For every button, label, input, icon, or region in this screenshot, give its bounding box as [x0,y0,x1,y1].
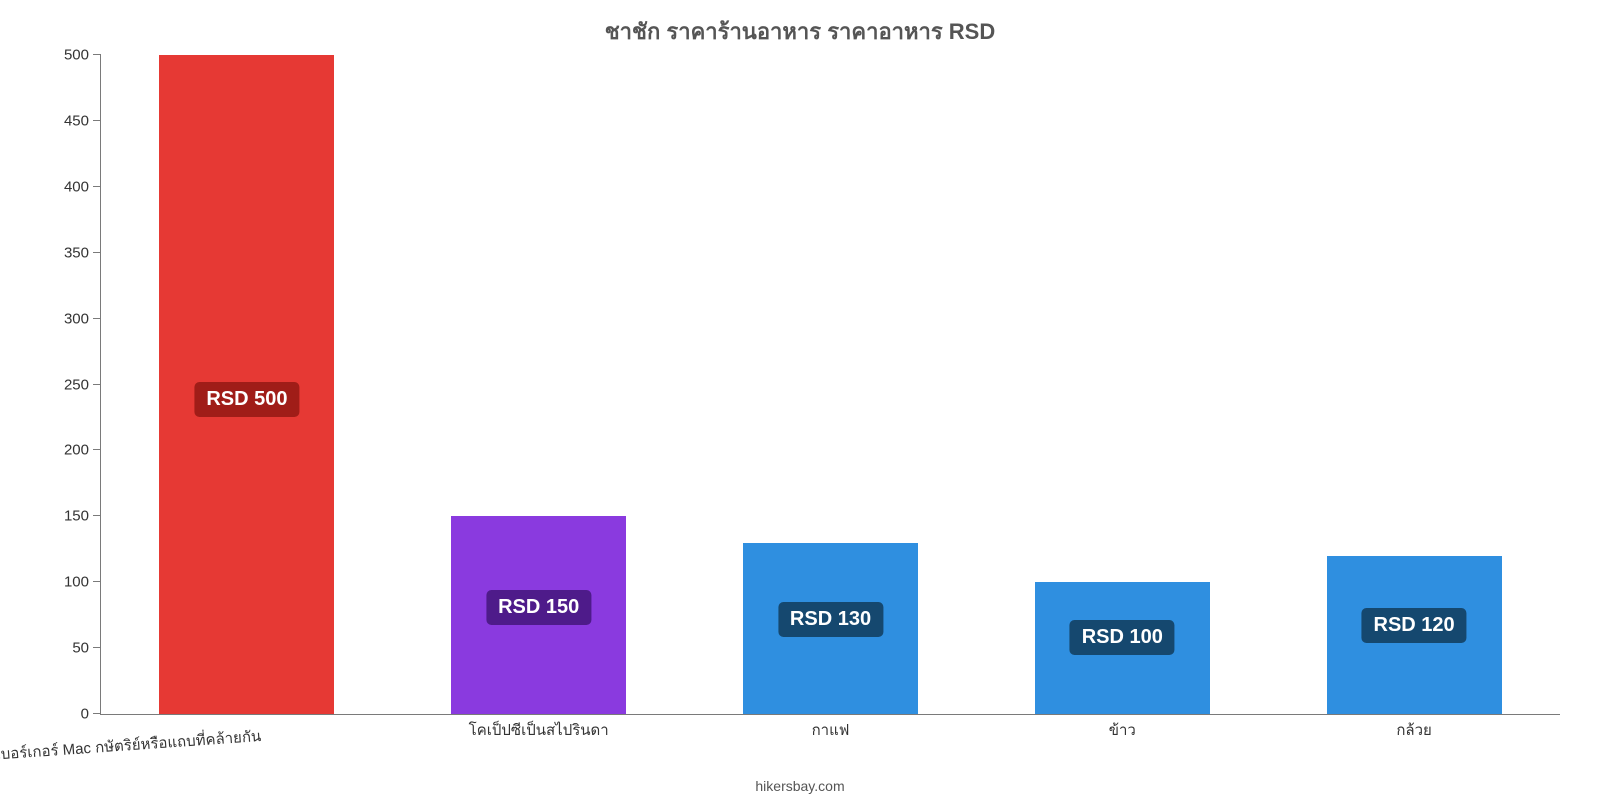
y-axis-label: 350 [64,244,101,261]
price-bar-chart: ชาชัก ราคาร้านอาหาร ราคาอาหาร RSD RSD 50… [0,0,1600,800]
y-axis-label: 500 [64,47,101,64]
x-axis-label: กาแฟ [812,718,850,742]
y-axis-label: 250 [64,376,101,393]
bar-value-badge: RSD 100 [1070,620,1175,655]
y-axis-label: 200 [64,442,101,459]
bar-value-badge: RSD 120 [1362,608,1467,643]
plot-area: RSD 500เบอร์เกอร์ Mac กษัตริย์หรือแถบที่… [100,55,1560,715]
y-axis-label: 0 [81,706,101,723]
x-axis-label: กล้วย [1396,718,1432,742]
y-axis-label: 400 [64,178,101,195]
y-axis-label: 100 [64,574,101,591]
chart-title: ชาชัก ราคาร้านอาหาร ราคาอาหาร RSD [0,0,1600,49]
x-axis-label: ข้าว [1109,718,1136,742]
y-axis-label: 50 [72,640,101,657]
y-axis-label: 300 [64,310,101,327]
attribution: hikersbay.com [0,778,1600,794]
bars-container: RSD 500เบอร์เกอร์ Mac กษัตริย์หรือแถบที่… [101,55,1560,714]
bar-value-badge: RSD 150 [486,590,591,625]
x-axis-label: เบอร์เกอร์ Mac กษัตริย์หรือแถบที่คล้ายกั… [0,724,262,767]
bar-value-badge: RSD 500 [194,382,299,417]
bar-value-badge: RSD 130 [778,602,883,637]
x-axis-label: โคเป็ปซีเป็นสไปรินดา [469,718,609,742]
y-axis-label: 150 [64,508,101,525]
y-axis-label: 450 [64,112,101,129]
